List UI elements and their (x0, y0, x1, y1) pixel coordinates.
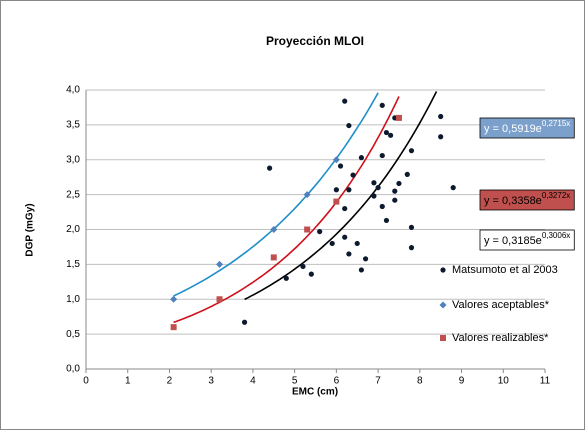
x-axis-title: EMC (cm) (292, 387, 338, 398)
equation-base: y = 0,3185e (484, 235, 542, 247)
x-tick-label: 7 (375, 376, 381, 387)
point (371, 193, 377, 199)
point (450, 185, 456, 191)
point (379, 102, 385, 108)
point (408, 245, 415, 251)
point (303, 191, 311, 199)
legend-marker (440, 335, 446, 341)
point (241, 319, 248, 325)
y-tick-label: 0,5 (66, 329, 80, 340)
point (438, 134, 444, 140)
x-tick-label: 4 (250, 376, 256, 387)
legend-label: Valores realizables* (452, 332, 549, 344)
point (392, 188, 398, 194)
x-tick-label: 2 (167, 376, 173, 387)
y-tick-label: 1,5 (66, 259, 80, 270)
point (317, 228, 323, 235)
point (404, 171, 410, 177)
x-tick-label: 0 (83, 376, 89, 387)
point (346, 251, 352, 257)
equation-exponent: 0,2715x (542, 119, 570, 128)
point (383, 217, 390, 224)
y-tick-label: 2,5 (66, 189, 80, 200)
trendline (244, 91, 438, 301)
equation-box (479, 117, 575, 139)
point (170, 324, 177, 331)
point (283, 275, 289, 281)
point (354, 240, 360, 247)
equation-base: y = 0,3358e (484, 195, 542, 207)
point (379, 152, 385, 159)
point (371, 180, 377, 186)
y-tick-label: 3,0 (66, 154, 80, 165)
point (270, 226, 278, 233)
point (342, 205, 348, 212)
x-tick-label: 9 (459, 376, 465, 387)
x-tick-label: 10 (498, 376, 510, 387)
point (408, 224, 415, 231)
y-tick-label: 2,0 (66, 224, 80, 235)
point (408, 148, 415, 154)
point (337, 163, 344, 169)
point (396, 180, 402, 187)
point (388, 132, 394, 138)
legend-marker (439, 301, 447, 309)
point (333, 198, 340, 205)
y-tick-label: 1,0 (66, 294, 80, 305)
equation-label: y = 0,3358e0,3272x (484, 191, 570, 207)
chart-title: Proyección MLOI (266, 34, 364, 48)
equation-label: y = 0,5919e0,2715x (484, 119, 570, 135)
x-tick-label: 8 (417, 376, 423, 387)
x-tick-label: 6 (334, 376, 340, 387)
equation-exponent: 0,3272x (542, 191, 570, 200)
equation-base: y = 0,5919e (484, 123, 542, 135)
point (395, 114, 402, 121)
point (333, 187, 339, 193)
point (170, 295, 178, 303)
point (267, 165, 273, 171)
x-tick-label: 1 (125, 376, 131, 387)
x-tick-label: 3 (208, 376, 214, 387)
x-tick-label: 11 (540, 376, 551, 387)
point (332, 156, 340, 164)
point (375, 185, 381, 191)
point (362, 256, 369, 262)
point (358, 267, 364, 273)
point (329, 240, 335, 247)
point (438, 113, 444, 120)
point (304, 226, 311, 233)
equation-label: y = 0,3185e0,3006x (484, 231, 570, 247)
point (346, 187, 352, 193)
point (300, 263, 306, 270)
equation-box (479, 189, 575, 211)
equation-box (479, 229, 575, 251)
trendline (173, 92, 379, 297)
point (216, 260, 224, 268)
point (346, 122, 352, 129)
point (342, 98, 348, 104)
point (379, 203, 385, 210)
point (358, 155, 364, 161)
y-tick-label: 4,0 (66, 85, 80, 96)
trendline (173, 96, 400, 324)
point (350, 172, 356, 178)
point (308, 271, 314, 277)
legend-marker (440, 267, 446, 273)
y-tick-label: 0,0 (66, 364, 80, 375)
legend-label: Valores aceptables* (452, 299, 550, 311)
y-axis-title: DGP (mGy) (25, 203, 36, 256)
x-tick-label: 5 (292, 376, 298, 387)
point (383, 129, 390, 136)
y-tick-label: 3,5 (66, 120, 80, 131)
point (270, 254, 277, 261)
legend-label: Matsumoto et al 2003 (452, 264, 558, 276)
equation-exponent: 0,3006x (542, 231, 570, 240)
point (342, 234, 348, 240)
point (392, 197, 398, 203)
point (216, 296, 223, 303)
